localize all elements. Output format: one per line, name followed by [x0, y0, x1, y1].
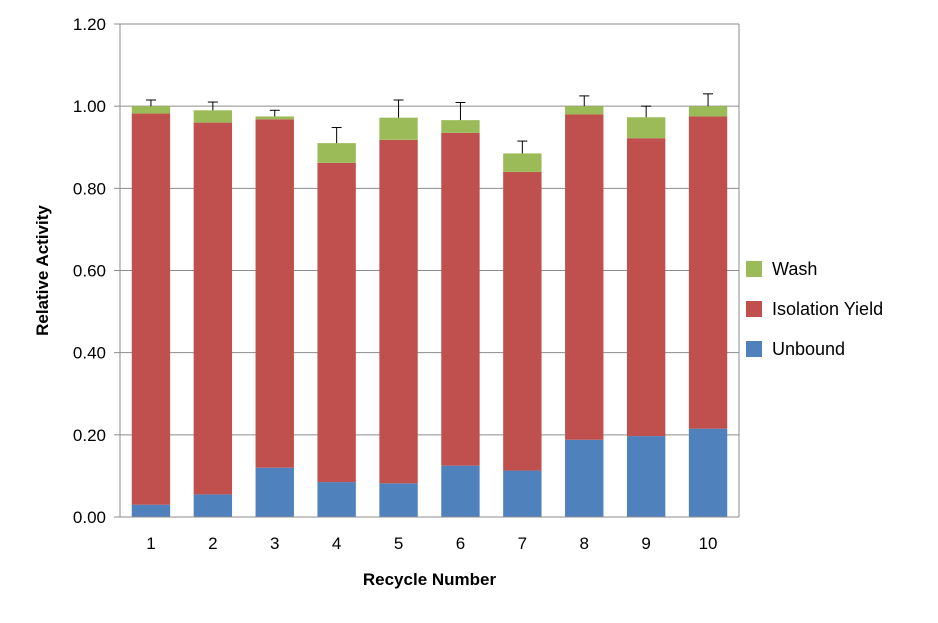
bar-wash-4 — [317, 143, 356, 163]
bar-unbound-4 — [317, 482, 356, 517]
x-tick-label: 10 — [699, 534, 718, 553]
bar-wash-10 — [688, 106, 728, 117]
y-tick-label: 1.00 — [73, 97, 106, 116]
error-bars — [145, 93, 714, 154]
bar-unbound-1 — [131, 504, 171, 517]
bar-unbound-7 — [503, 470, 542, 517]
bar-isolation-yield-7 — [503, 171, 542, 471]
bar-wash-5 — [379, 117, 418, 140]
x-tick-label: 6 — [456, 534, 465, 553]
legend-label-wash: Wash — [772, 259, 817, 279]
bar-wash-9 — [626, 117, 666, 139]
x-tick-label: 2 — [208, 534, 217, 553]
y-tick-label: 0.40 — [73, 344, 106, 363]
x-tick-label: 8 — [580, 534, 589, 553]
y-tick-label: 0.00 — [73, 508, 106, 527]
legend: Wash Isolation Yield Unbound — [746, 259, 883, 359]
bar-isolation-yield-2 — [193, 122, 233, 495]
y-tick-label: 1.20 — [73, 15, 106, 34]
x-tick-label: 3 — [270, 534, 279, 553]
bar-isolation-yield-3 — [255, 119, 294, 468]
x-tick-label: 4 — [332, 534, 341, 553]
x-tick-label: 9 — [641, 534, 650, 553]
bar-wash-8 — [565, 106, 604, 115]
bar-wash-7 — [503, 153, 542, 172]
legend-label-unbound: Unbound — [772, 339, 845, 359]
legend-swatch-isolation-yield — [746, 301, 762, 317]
legend-swatch-unbound — [746, 341, 762, 357]
x-tick-label: 1 — [146, 534, 155, 553]
bar-isolation-yield-4 — [317, 162, 356, 483]
bar-wash-3 — [255, 116, 294, 120]
bar-wash-6 — [441, 120, 480, 133]
bar-unbound-10 — [688, 428, 728, 517]
bar-unbound-9 — [626, 436, 666, 517]
bar-wash-1 — [131, 106, 171, 114]
bar-isolation-yield-6 — [441, 132, 480, 466]
bar-wash-2 — [193, 110, 233, 123]
bar-unbound-5 — [379, 483, 418, 517]
y-axis-title: Relative Activity — [33, 205, 52, 336]
y-tick-label: 0.80 — [73, 179, 106, 198]
x-tick-labels: 1 2 3 4 5 6 7 8 9 10 — [146, 534, 717, 553]
y-tick-label: 0.60 — [73, 262, 106, 281]
axes — [114, 23, 740, 518]
bar-isolation-yield-1 — [131, 113, 171, 505]
legend-swatch-wash — [746, 261, 762, 277]
bar-unbound-2 — [193, 494, 233, 517]
bar-isolation-yield-8 — [565, 114, 604, 440]
x-tick-label: 5 — [394, 534, 403, 553]
bar-isolation-yield-9 — [626, 138, 666, 437]
bars — [131, 106, 728, 517]
y-tick-labels: 0.00 0.20 0.40 0.60 0.80 1.00 1.20 — [73, 15, 106, 527]
bar-isolation-yield-5 — [379, 139, 418, 484]
bar-unbound-6 — [441, 465, 480, 517]
legend-label-isolation-yield: Isolation Yield — [772, 299, 883, 319]
bar-unbound-8 — [565, 439, 604, 517]
x-axis-title: Recycle Number — [363, 570, 497, 589]
x-tick-label: 7 — [518, 534, 527, 553]
y-tick-label: 0.20 — [73, 426, 106, 445]
bar-isolation-yield-10 — [688, 116, 728, 429]
bar-unbound-3 — [255, 467, 294, 517]
